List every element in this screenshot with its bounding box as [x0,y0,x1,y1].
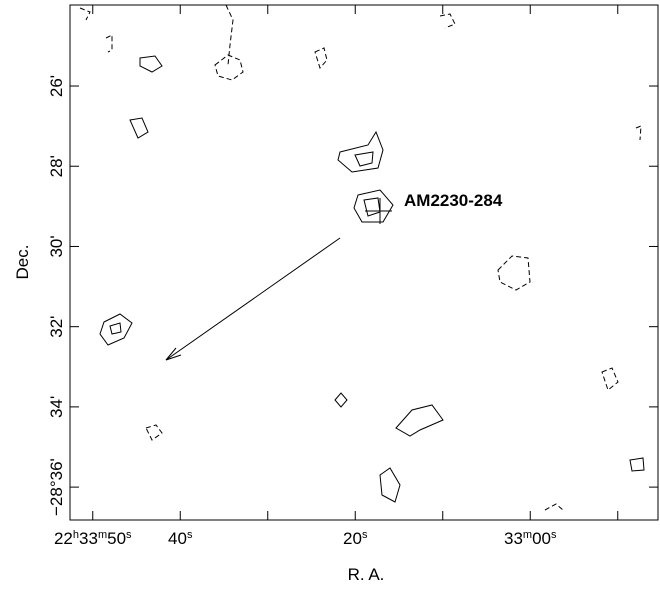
x-axis-label: R. A. [348,565,385,584]
y-tick-label: 30' [47,235,66,257]
annotation-marks [165,198,392,361]
y-axis-label: Dec. [13,245,32,280]
y-tick-label: −28°36' [47,458,66,516]
x-tick-label: 20s [343,529,368,548]
y-tick-label: 32' [47,316,66,338]
x-tick-label: 40s [168,529,193,548]
y-tick-label: 28' [47,155,66,177]
y-tick-label: 34' [47,396,66,418]
plot-frame [69,4,659,521]
x-tick-label: 33m00s [504,529,557,548]
x-tick-label: 22h33m50s [54,529,132,548]
contours [79,4,645,511]
y-tick-label: 26' [47,75,66,97]
annotation: AM2230-284 [404,191,503,210]
